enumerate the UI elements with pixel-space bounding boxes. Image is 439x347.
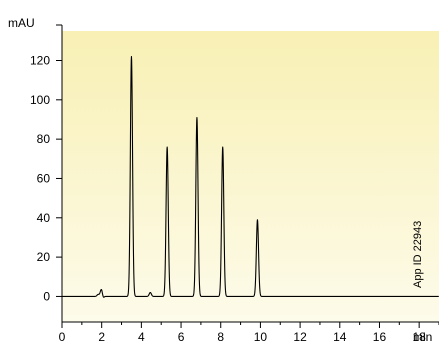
y-tick-label: 0 xyxy=(43,289,50,303)
plot-background xyxy=(62,31,439,322)
x-axis-title: min xyxy=(413,330,432,344)
axes xyxy=(56,24,439,323)
y-tick-label: 60 xyxy=(37,171,51,185)
y-tick-label: 20 xyxy=(37,250,51,264)
y-tick-label: 120 xyxy=(30,53,50,67)
y-tick-label: 100 xyxy=(30,93,50,107)
x-tick-label: 4 xyxy=(138,330,145,344)
x-tick-label: 14 xyxy=(333,330,347,344)
x-tick-label: 16 xyxy=(373,330,387,344)
x-tick-label: 12 xyxy=(293,330,307,344)
app-id-annotation: App ID 22943 xyxy=(412,221,424,288)
x-tick-label: 18 xyxy=(412,330,426,344)
x-tick-label: 8 xyxy=(217,330,224,344)
y-tick-label: 40 xyxy=(37,211,51,225)
ticks: 0 20 40 60 80 100 120 0 2 4 6 8 10 12 14 16 18 xyxy=(30,53,439,344)
series-trace xyxy=(61,56,439,298)
x-tick-label: 2 xyxy=(98,330,105,344)
x-tick-label: 10 xyxy=(254,330,268,344)
y-axis-title: mAU xyxy=(8,16,35,30)
y-tick-label: 80 xyxy=(37,132,51,146)
x-tick-label: 6 xyxy=(178,330,185,344)
x-tick-label: 0 xyxy=(59,330,66,344)
